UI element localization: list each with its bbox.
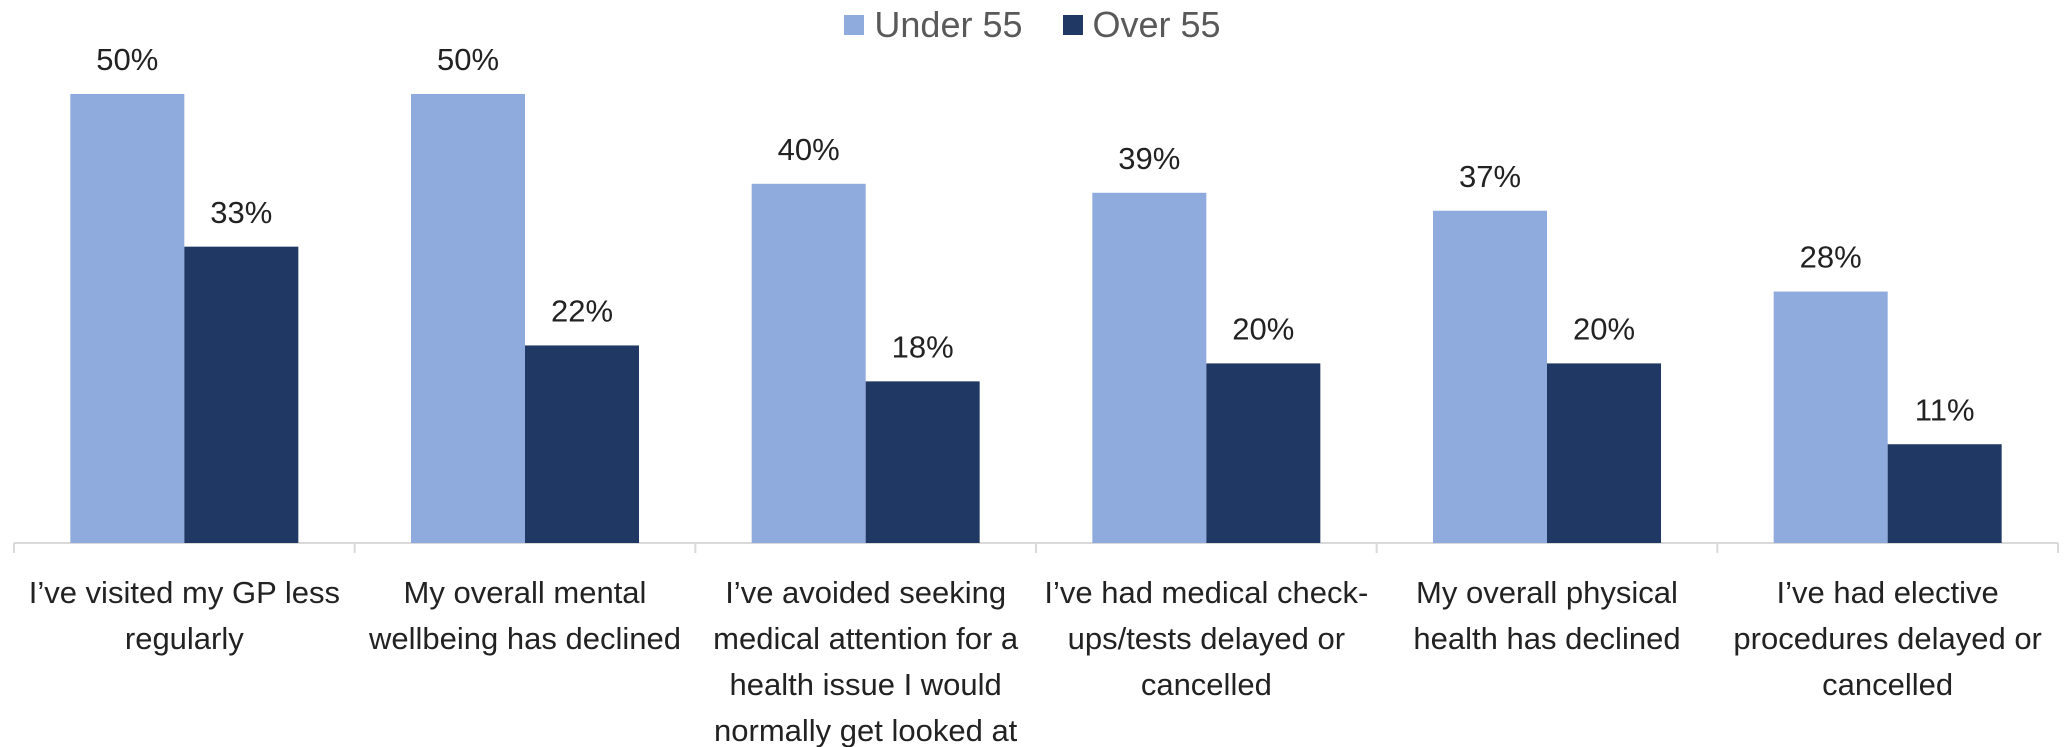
legend-item: Under 55: [844, 4, 1023, 46]
data-label: 50%: [437, 42, 499, 77]
x-tick-label: I’ve had medical check-ups/tests delayed…: [1044, 575, 1369, 702]
bar: [1433, 210, 1547, 544]
legend-swatch: [1062, 15, 1083, 35]
x-tick-label: I’ve had elective procedures delayed or …: [1733, 575, 2042, 702]
legend-item: Over 55: [1062, 4, 1221, 46]
data-label: 28%: [1800, 240, 1862, 275]
bar: [1092, 192, 1207, 543]
bar: [1773, 291, 1888, 543]
x-tick-label: I’ve visited my GP less regularly: [28, 575, 340, 656]
x-tick-label: My overall mental wellbeing has declined: [369, 575, 681, 656]
data-label: 39%: [1118, 141, 1180, 176]
legend-label: Under 55: [874, 4, 1023, 45]
data-label: 20%: [1232, 312, 1294, 347]
bar: [411, 94, 525, 543]
bar: [525, 345, 639, 543]
data-label: 50%: [96, 42, 158, 77]
legend: Under 55 Over 55: [0, 4, 2065, 46]
bar: [1206, 363, 1321, 543]
bar: [1547, 363, 1661, 543]
data-label: 18%: [892, 330, 954, 365]
data-label: 33%: [210, 195, 272, 230]
bar: [1887, 444, 2002, 543]
data-label: 40%: [778, 132, 840, 167]
data-label: 37%: [1459, 159, 1521, 194]
x-tick-label: I’ve avoided seeking medical attention f…: [713, 575, 1019, 747]
data-label: 11%: [1915, 392, 1975, 427]
bar: [751, 183, 866, 544]
data-label: 20%: [1573, 312, 1635, 347]
bar: [70, 94, 185, 543]
legend-label: Over 55: [1092, 4, 1221, 45]
bar: [865, 381, 980, 543]
data-label: 22%: [551, 294, 613, 329]
bar: [184, 246, 299, 543]
x-tick-label: My overall physical health has declined: [1413, 575, 1681, 656]
legend-swatch: [844, 15, 865, 35]
